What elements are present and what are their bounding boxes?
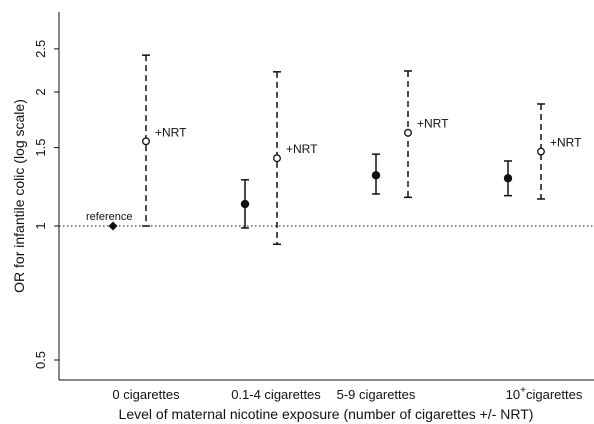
nrt-label: +NRT xyxy=(417,117,449,131)
x-tick-label: 0.1-4 cigarettes xyxy=(231,387,321,402)
point-hollow xyxy=(274,155,281,162)
nrt-label: +NRT xyxy=(550,136,582,150)
point-filled xyxy=(241,200,249,208)
reference-label: reference xyxy=(86,211,132,223)
point-hollow xyxy=(405,129,412,136)
nrt-label: +NRT xyxy=(286,142,318,156)
y-tick-label: 2.5 xyxy=(33,40,48,58)
y-axis-title: OR for infantile colic (log scale) xyxy=(11,99,27,293)
point-filled xyxy=(372,171,380,179)
point-hollow xyxy=(143,138,150,145)
point-filled xyxy=(504,174,512,182)
x-tick-labels: 0 cigarettes 0.1-4 cigarettes 5-9 cigarett… xyxy=(112,385,582,402)
point-hollow xyxy=(538,148,545,155)
y-tick-label: 1 xyxy=(33,222,48,229)
x-tick-label: 10+cigarettes xyxy=(506,385,583,402)
y-tick-label: 2 xyxy=(33,88,48,95)
y-ticks: 0.5 1 1.5 2 2.5 xyxy=(33,40,59,369)
y-tick-label: 0.5 xyxy=(33,351,48,369)
x-tick-label: 0 cigarettes xyxy=(112,387,180,402)
x-tick-label: 5-9 cigarettes xyxy=(337,387,416,402)
chart-marks: +NRT +NRT +NRT +NRT reference xyxy=(86,55,582,244)
x-axis-title: Level of maternal nicotine exposure (num… xyxy=(119,406,534,422)
nrt-label: +NRT xyxy=(155,125,187,139)
y-tick-label: 1.5 xyxy=(33,139,48,157)
